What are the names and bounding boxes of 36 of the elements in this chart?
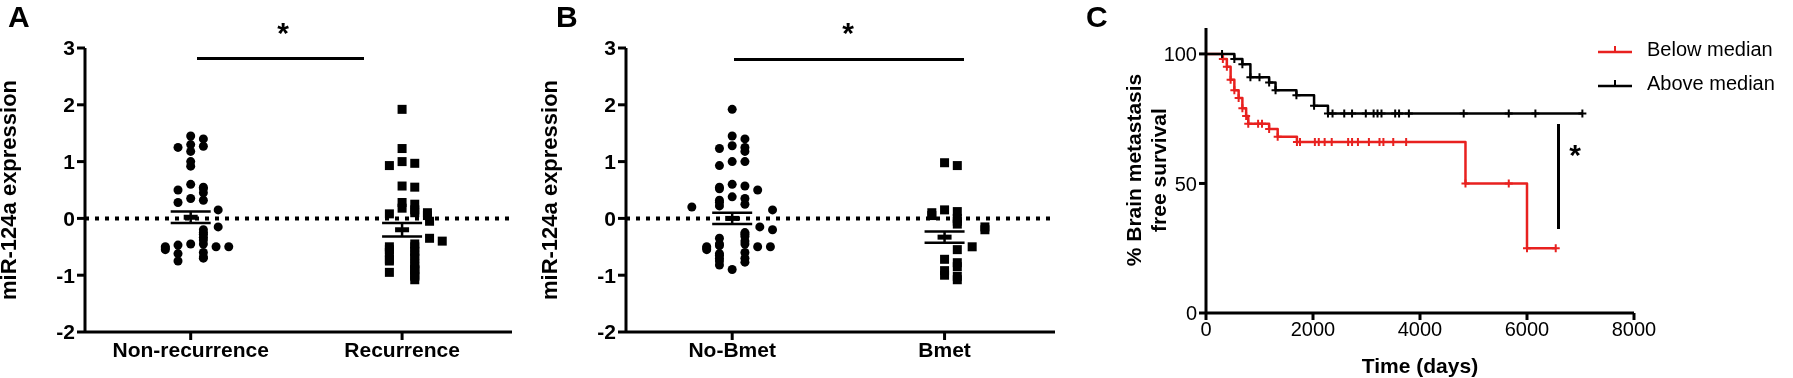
y-tick-label: 2	[63, 93, 75, 117]
y-tick-label: 3	[63, 36, 75, 60]
y-tick-label: 100	[1163, 43, 1197, 66]
x-tick-label: 4000	[1397, 318, 1443, 341]
y-tick-label: -2	[597, 320, 616, 344]
x-tick-label: 2000	[1290, 318, 1336, 341]
y-tick-label: -1	[56, 263, 76, 287]
chart-title: C	[1086, 0, 1108, 34]
y-tick-label: 50	[1174, 172, 1197, 195]
y-tick-label: 0	[1185, 302, 1197, 325]
annotation: *	[841, 16, 855, 49]
x-tick-label: 8000	[1611, 318, 1657, 341]
annotation: *	[1568, 138, 1582, 171]
annotation: *	[276, 16, 290, 49]
y-tick-label: -2	[56, 320, 75, 344]
x-tick-label: No-Bmet	[688, 337, 776, 361]
y-axis-title: % Brain metastasis free survival	[1122, 73, 1170, 267]
x-axis-title: Time (days)	[1361, 354, 1479, 377]
y-tick-label: 1	[63, 150, 76, 174]
y-tick-label: 0	[604, 206, 616, 230]
x-tick-label: 6000	[1504, 318, 1550, 341]
x-tick-label: Non-recurrence	[112, 337, 269, 361]
chart-title: A	[8, 0, 30, 34]
chart-title: B	[556, 0, 578, 34]
x-tick-label: Bmet	[918, 337, 971, 361]
x-tick-label: 0	[1200, 318, 1212, 341]
legend-label: Below median	[1647, 37, 1773, 61]
x-tick-label: Recurrence	[344, 337, 460, 361]
y-tick-label: -1	[597, 263, 617, 287]
y-tick-label: 0	[63, 206, 75, 230]
y-tick-label: 3	[604, 36, 616, 60]
y-tick-label: 2	[604, 93, 616, 117]
legend-label: Above median	[1647, 71, 1775, 95]
y-axis-title: miR-124a expression	[536, 79, 562, 301]
y-axis-title: miR-124a expression	[0, 79, 21, 301]
y-tick-label: 1	[604, 150, 617, 174]
